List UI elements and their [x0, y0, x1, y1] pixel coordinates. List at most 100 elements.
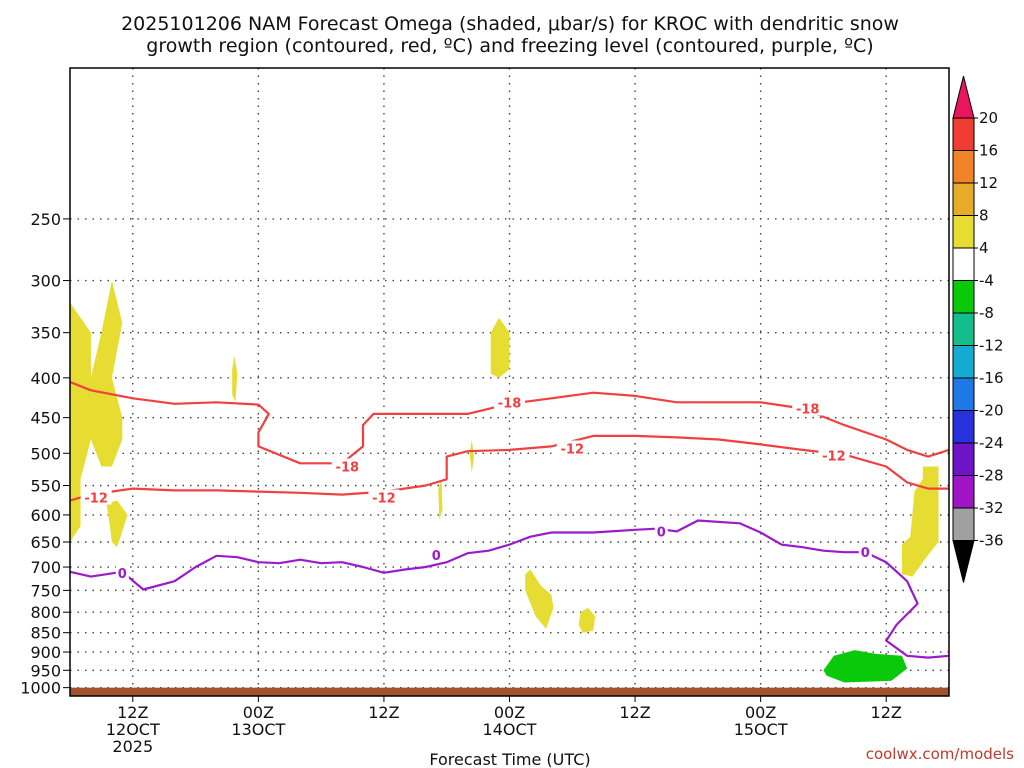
x-tick-label: 12OCT — [106, 720, 160, 739]
omega-region — [70, 280, 123, 542]
x-tick-label: 00Z — [243, 703, 274, 722]
colorbar-label: -12 — [979, 337, 1004, 355]
omega-region — [490, 317, 510, 378]
y-tick-label: 600 — [30, 506, 61, 525]
omega-region — [823, 650, 908, 683]
contour-label-bg — [858, 544, 872, 560]
contour-label: 0 — [118, 567, 127, 582]
colorbar-label: 4 — [979, 239, 989, 257]
contour-label-bg — [429, 546, 443, 562]
y-tick-label: 1000 — [20, 679, 61, 698]
colorbar-bottom-arrow — [952, 540, 975, 583]
colorbar-label: 16 — [979, 142, 998, 160]
contour-label: -12 — [84, 492, 108, 507]
y-tick-label: 650 — [30, 533, 61, 552]
omega-region — [232, 356, 238, 403]
contour-label: -18 — [336, 461, 360, 476]
colorbar-label: -24 — [979, 434, 1004, 452]
y-tick-label: 350 — [30, 324, 61, 343]
contour-label: -18 — [796, 403, 820, 418]
contour-label-bg — [115, 564, 129, 580]
colorbar-label: -32 — [979, 499, 1004, 517]
colorbar-label: 8 — [979, 207, 989, 225]
colorbar-segment — [952, 150, 975, 184]
omega-region — [901, 466, 939, 577]
x-tick-label: 00Z — [745, 703, 776, 722]
y-tick-label: 900 — [30, 643, 61, 662]
colorbar-segment — [952, 377, 975, 411]
y-axis: 2503003504004505005506006507007508008509… — [20, 210, 70, 698]
y-tick-label: 550 — [30, 477, 61, 496]
colorbar-label: -28 — [979, 467, 1004, 485]
colorbar-label: -20 — [979, 402, 1004, 420]
terrain — [70, 687, 949, 696]
colorbar-segment — [952, 312, 975, 346]
colorbar: 20 16 12 8 4 -4 -8 -12 -16 -20 -24 -28 -32 -36 — [952, 75, 1004, 583]
contour-label: -18 — [498, 396, 522, 411]
y-tick-label: 400 — [30, 369, 61, 388]
contour-label-bg — [818, 447, 850, 463]
contours: -18 -18 -18 -12 -12 -12 -12 0 0 0 0 — [69, 380, 950, 659]
x-tick-label: 15OCT — [734, 720, 788, 739]
colorbar-segment — [952, 507, 975, 541]
contour-label-bg — [80, 489, 112, 505]
terrain-band — [70, 687, 949, 696]
colorbar-segment — [952, 345, 975, 379]
colorbar-label: -8 — [979, 304, 994, 322]
omega-region — [106, 500, 128, 548]
x-tick-label: 12Z — [871, 703, 902, 722]
colorbar-segment — [952, 182, 975, 216]
contour-label: -12 — [561, 443, 585, 458]
y-tick-label: 950 — [30, 661, 61, 680]
y-tick-label: 450 — [30, 409, 61, 428]
colorbar-label: 20 — [979, 109, 998, 127]
contour-label-bg — [654, 523, 668, 539]
colorbar-label: -36 — [979, 532, 1004, 550]
contour-label: -12 — [822, 449, 846, 464]
omega-region — [438, 479, 443, 521]
y-tick-label: 500 — [30, 444, 61, 463]
x-tick-label: 13OCT — [231, 720, 285, 739]
omega-region — [525, 569, 554, 629]
x-tick-label: 00Z — [494, 703, 525, 722]
y-tick-label: 800 — [30, 603, 61, 622]
colorbar-label: -4 — [979, 272, 994, 290]
contour-label-bg — [792, 400, 824, 416]
chart-title-line-1: 2025101206 NAM Forecast Omega (shaded, μ… — [121, 13, 899, 35]
plot-area — [70, 68, 949, 696]
contour-label-bg — [556, 440, 588, 456]
colorbar-top-arrow — [952, 75, 975, 119]
x-tick-label: 2025 — [112, 737, 153, 756]
colorbar-segment — [952, 215, 975, 249]
contour-label-bg — [368, 489, 400, 505]
x-tick-label: 12Z — [117, 703, 148, 722]
colorbar-segment — [952, 442, 975, 476]
omega-region — [578, 607, 596, 633]
contour-line-0 — [69, 519, 950, 659]
contour-label: 0 — [861, 546, 870, 561]
colorbar-label: 12 — [979, 174, 998, 192]
y-tick-label: 300 — [30, 272, 61, 291]
x-tick-label: 12Z — [368, 703, 399, 722]
y-tick-label: 250 — [30, 210, 61, 229]
omega-shading — [70, 280, 939, 683]
chart-title-line-2: growth region (contoured, red, ºC) and f… — [146, 35, 873, 57]
y-tick-label: 850 — [30, 624, 61, 643]
x-tick-label: 14OCT — [483, 720, 537, 739]
contour-label: 0 — [432, 549, 441, 564]
colorbar-segment — [952, 410, 975, 444]
colorbar-segment — [952, 280, 975, 314]
colorbar-label: -16 — [979, 369, 1004, 387]
contour-label: -12 — [372, 492, 396, 507]
colorbar-segment — [952, 475, 975, 509]
contour-label: 0 — [657, 525, 666, 540]
colorbar-segment — [952, 247, 975, 281]
credit-text: coolwx.com/models — [866, 745, 1014, 763]
contour-label-bg — [494, 394, 525, 410]
x-axis-label: Forecast Time (UTC) — [429, 750, 590, 768]
colorbar-segment — [952, 117, 975, 151]
y-tick-label: 750 — [30, 581, 61, 600]
y-tick-label: 700 — [30, 558, 61, 577]
